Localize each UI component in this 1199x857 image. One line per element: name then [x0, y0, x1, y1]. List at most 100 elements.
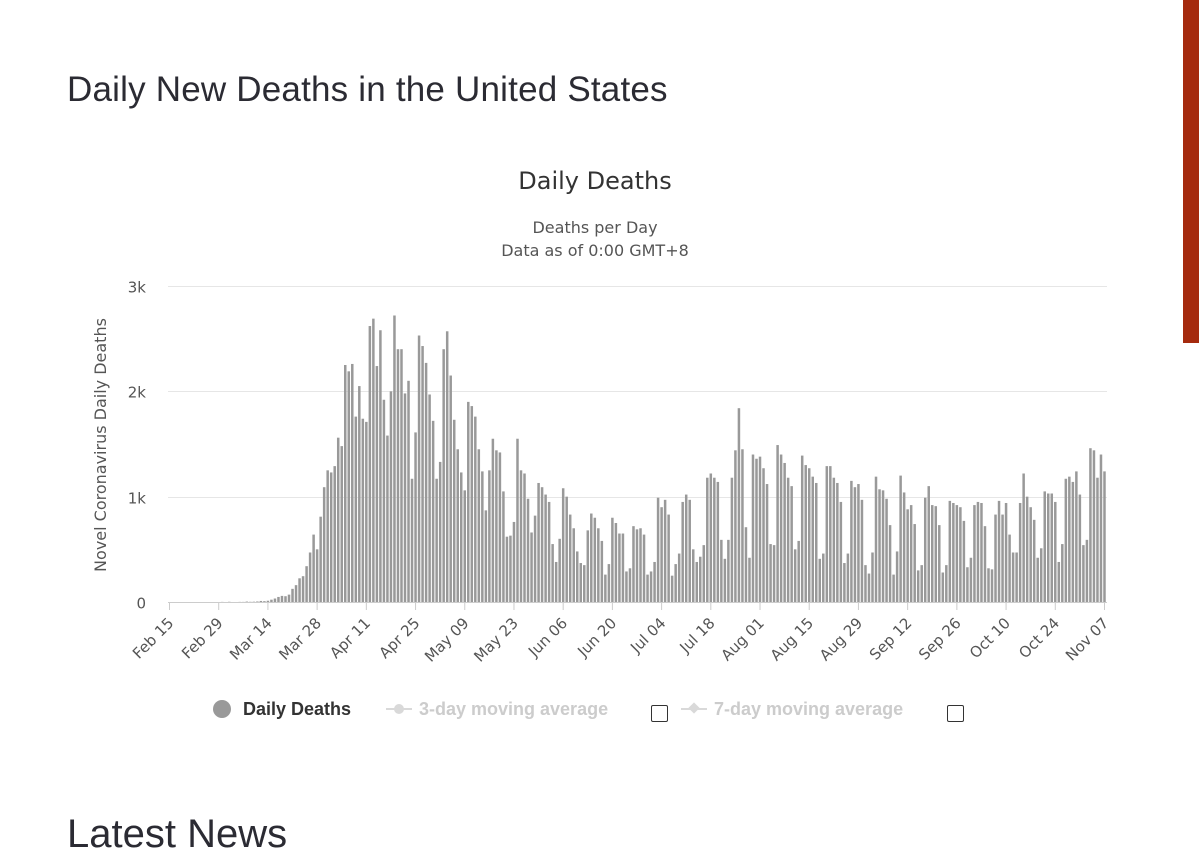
bar-daily-deaths[interactable]: [826, 466, 829, 602]
bar-daily-deaths[interactable]: [274, 599, 277, 602]
bar-daily-deaths[interactable]: [801, 456, 804, 602]
bar-daily-deaths[interactable]: [720, 540, 723, 602]
bar-daily-deaths[interactable]: [769, 544, 772, 602]
bar-daily-deaths[interactable]: [713, 478, 716, 602]
bar-daily-deaths[interactable]: [390, 391, 393, 602]
bar-daily-deaths[interactable]: [337, 438, 340, 602]
bar-daily-deaths[interactable]: [812, 477, 815, 602]
bar-daily-deaths[interactable]: [537, 483, 540, 602]
bar-daily-deaths[interactable]: [446, 331, 449, 602]
bar-daily-deaths[interactable]: [471, 406, 474, 602]
bar-daily-deaths[interactable]: [797, 541, 800, 602]
bar-daily-deaths[interactable]: [414, 432, 417, 602]
bar-daily-deaths[interactable]: [1029, 507, 1032, 602]
bar-daily-deaths[interactable]: [945, 565, 948, 602]
bar-daily-deaths[interactable]: [899, 476, 902, 602]
bar-daily-deaths[interactable]: [1040, 548, 1043, 602]
bar-daily-deaths[interactable]: [892, 575, 895, 602]
bar-daily-deaths[interactable]: [281, 596, 284, 602]
bar-daily-deaths[interactable]: [453, 420, 456, 602]
bar-daily-deaths[interactable]: [625, 571, 628, 602]
bar-daily-deaths[interactable]: [896, 551, 899, 602]
bar-daily-deaths[interactable]: [681, 502, 684, 602]
bar-daily-deaths[interactable]: [316, 549, 319, 602]
bar-daily-deaths[interactable]: [418, 336, 421, 602]
bar-daily-deaths[interactable]: [632, 526, 635, 602]
bar-daily-deaths[interactable]: [734, 450, 737, 602]
bar-daily-deaths[interactable]: [727, 540, 730, 602]
bar-daily-deaths[interactable]: [667, 515, 670, 602]
bar-daily-deaths[interactable]: [949, 501, 952, 602]
bar-daily-deaths[interactable]: [478, 449, 481, 602]
bar-daily-deaths[interactable]: [1015, 552, 1018, 602]
bar-daily-deaths[interactable]: [340, 446, 343, 602]
bar-daily-deaths[interactable]: [386, 436, 389, 602]
bar-daily-deaths[interactable]: [657, 498, 660, 602]
bar-daily-deaths[interactable]: [530, 532, 533, 602]
bar-daily-deaths[interactable]: [748, 558, 751, 602]
bar-daily-deaths[interactable]: [688, 500, 691, 602]
bar-daily-deaths[interactable]: [397, 349, 400, 602]
bar-daily-deaths[interactable]: [970, 558, 973, 602]
bar-daily-deaths[interactable]: [706, 478, 709, 602]
bar-daily-deaths[interactable]: [460, 472, 463, 602]
bar-daily-deaths[interactable]: [604, 575, 607, 602]
bar-daily-deaths[interactable]: [910, 505, 913, 602]
bar-daily-deaths[interactable]: [551, 544, 554, 602]
bar-daily-deaths[interactable]: [959, 507, 962, 602]
bar-daily-deaths[interactable]: [404, 393, 407, 602]
bar-daily-deaths[interactable]: [917, 570, 920, 602]
bar-daily-deaths[interactable]: [330, 472, 333, 602]
bar-daily-deaths[interactable]: [622, 534, 625, 602]
bar-daily-deaths[interactable]: [481, 471, 484, 602]
bar-daily-deaths[interactable]: [558, 539, 561, 602]
bar-daily-deaths[interactable]: [1103, 471, 1106, 602]
bar-daily-deaths[interactable]: [485, 510, 488, 602]
bar-daily-deaths[interactable]: [1001, 515, 1004, 602]
bar-daily-deaths[interactable]: [587, 530, 590, 602]
bar-daily-deaths[interactable]: [1100, 455, 1103, 602]
bar-daily-deaths[interactable]: [752, 455, 755, 602]
bar-daily-deaths[interactable]: [355, 417, 358, 602]
bar-daily-deaths[interactable]: [678, 554, 681, 602]
bar-daily-deaths[interactable]: [745, 527, 748, 602]
bar-daily-deaths[interactable]: [474, 417, 477, 602]
bar-daily-deaths[interactable]: [935, 506, 938, 602]
bar-daily-deaths[interactable]: [646, 575, 649, 602]
bar-daily-deaths[interactable]: [442, 349, 445, 602]
bar-daily-deaths[interactable]: [819, 559, 822, 602]
bar-daily-deaths[interactable]: [1082, 545, 1085, 602]
bar-daily-deaths[interactable]: [407, 381, 410, 602]
bar-daily-deaths[interactable]: [741, 449, 744, 602]
bar-daily-deaths[interactable]: [569, 515, 572, 602]
bar-daily-deaths[interactable]: [393, 315, 396, 602]
bar-daily-deaths[interactable]: [1026, 497, 1029, 602]
checkbox-3-day-moving-average[interactable]: [651, 705, 668, 722]
bar-daily-deaths[interactable]: [562, 488, 565, 602]
bar-daily-deaths[interactable]: [302, 576, 305, 602]
bar-daily-deaths[interactable]: [277, 597, 280, 602]
bar-daily-deaths[interactable]: [312, 535, 315, 602]
bar-daily-deaths[interactable]: [516, 439, 519, 602]
bar-daily-deaths[interactable]: [952, 503, 955, 602]
bar-daily-deaths[interactable]: [1012, 552, 1015, 602]
bar-daily-deaths[interactable]: [738, 408, 741, 602]
bar-daily-deaths[interactable]: [439, 462, 442, 602]
bar-daily-deaths[interactable]: [980, 503, 983, 602]
bar-daily-deaths[interactable]: [780, 455, 783, 602]
bar-daily-deaths[interactable]: [717, 482, 720, 602]
bar-daily-deaths[interactable]: [878, 489, 881, 602]
bar-daily-deaths[interactable]: [411, 479, 414, 602]
bar-daily-deaths[interactable]: [833, 478, 836, 602]
bar-daily-deaths[interactable]: [534, 516, 537, 602]
bar-daily-deaths[interactable]: [998, 501, 1001, 602]
bar-daily-deaths[interactable]: [987, 568, 990, 602]
bar-daily-deaths[interactable]: [1068, 477, 1071, 602]
bar-daily-deaths[interactable]: [509, 536, 512, 602]
bar-daily-deaths[interactable]: [295, 585, 298, 602]
bar-daily-deaths[interactable]: [882, 490, 885, 602]
bar-daily-deaths[interactable]: [400, 349, 403, 602]
bar-daily-deaths[interactable]: [369, 326, 372, 602]
bar-daily-deaths[interactable]: [1093, 450, 1096, 602]
bar-daily-deaths[interactable]: [1065, 479, 1068, 602]
